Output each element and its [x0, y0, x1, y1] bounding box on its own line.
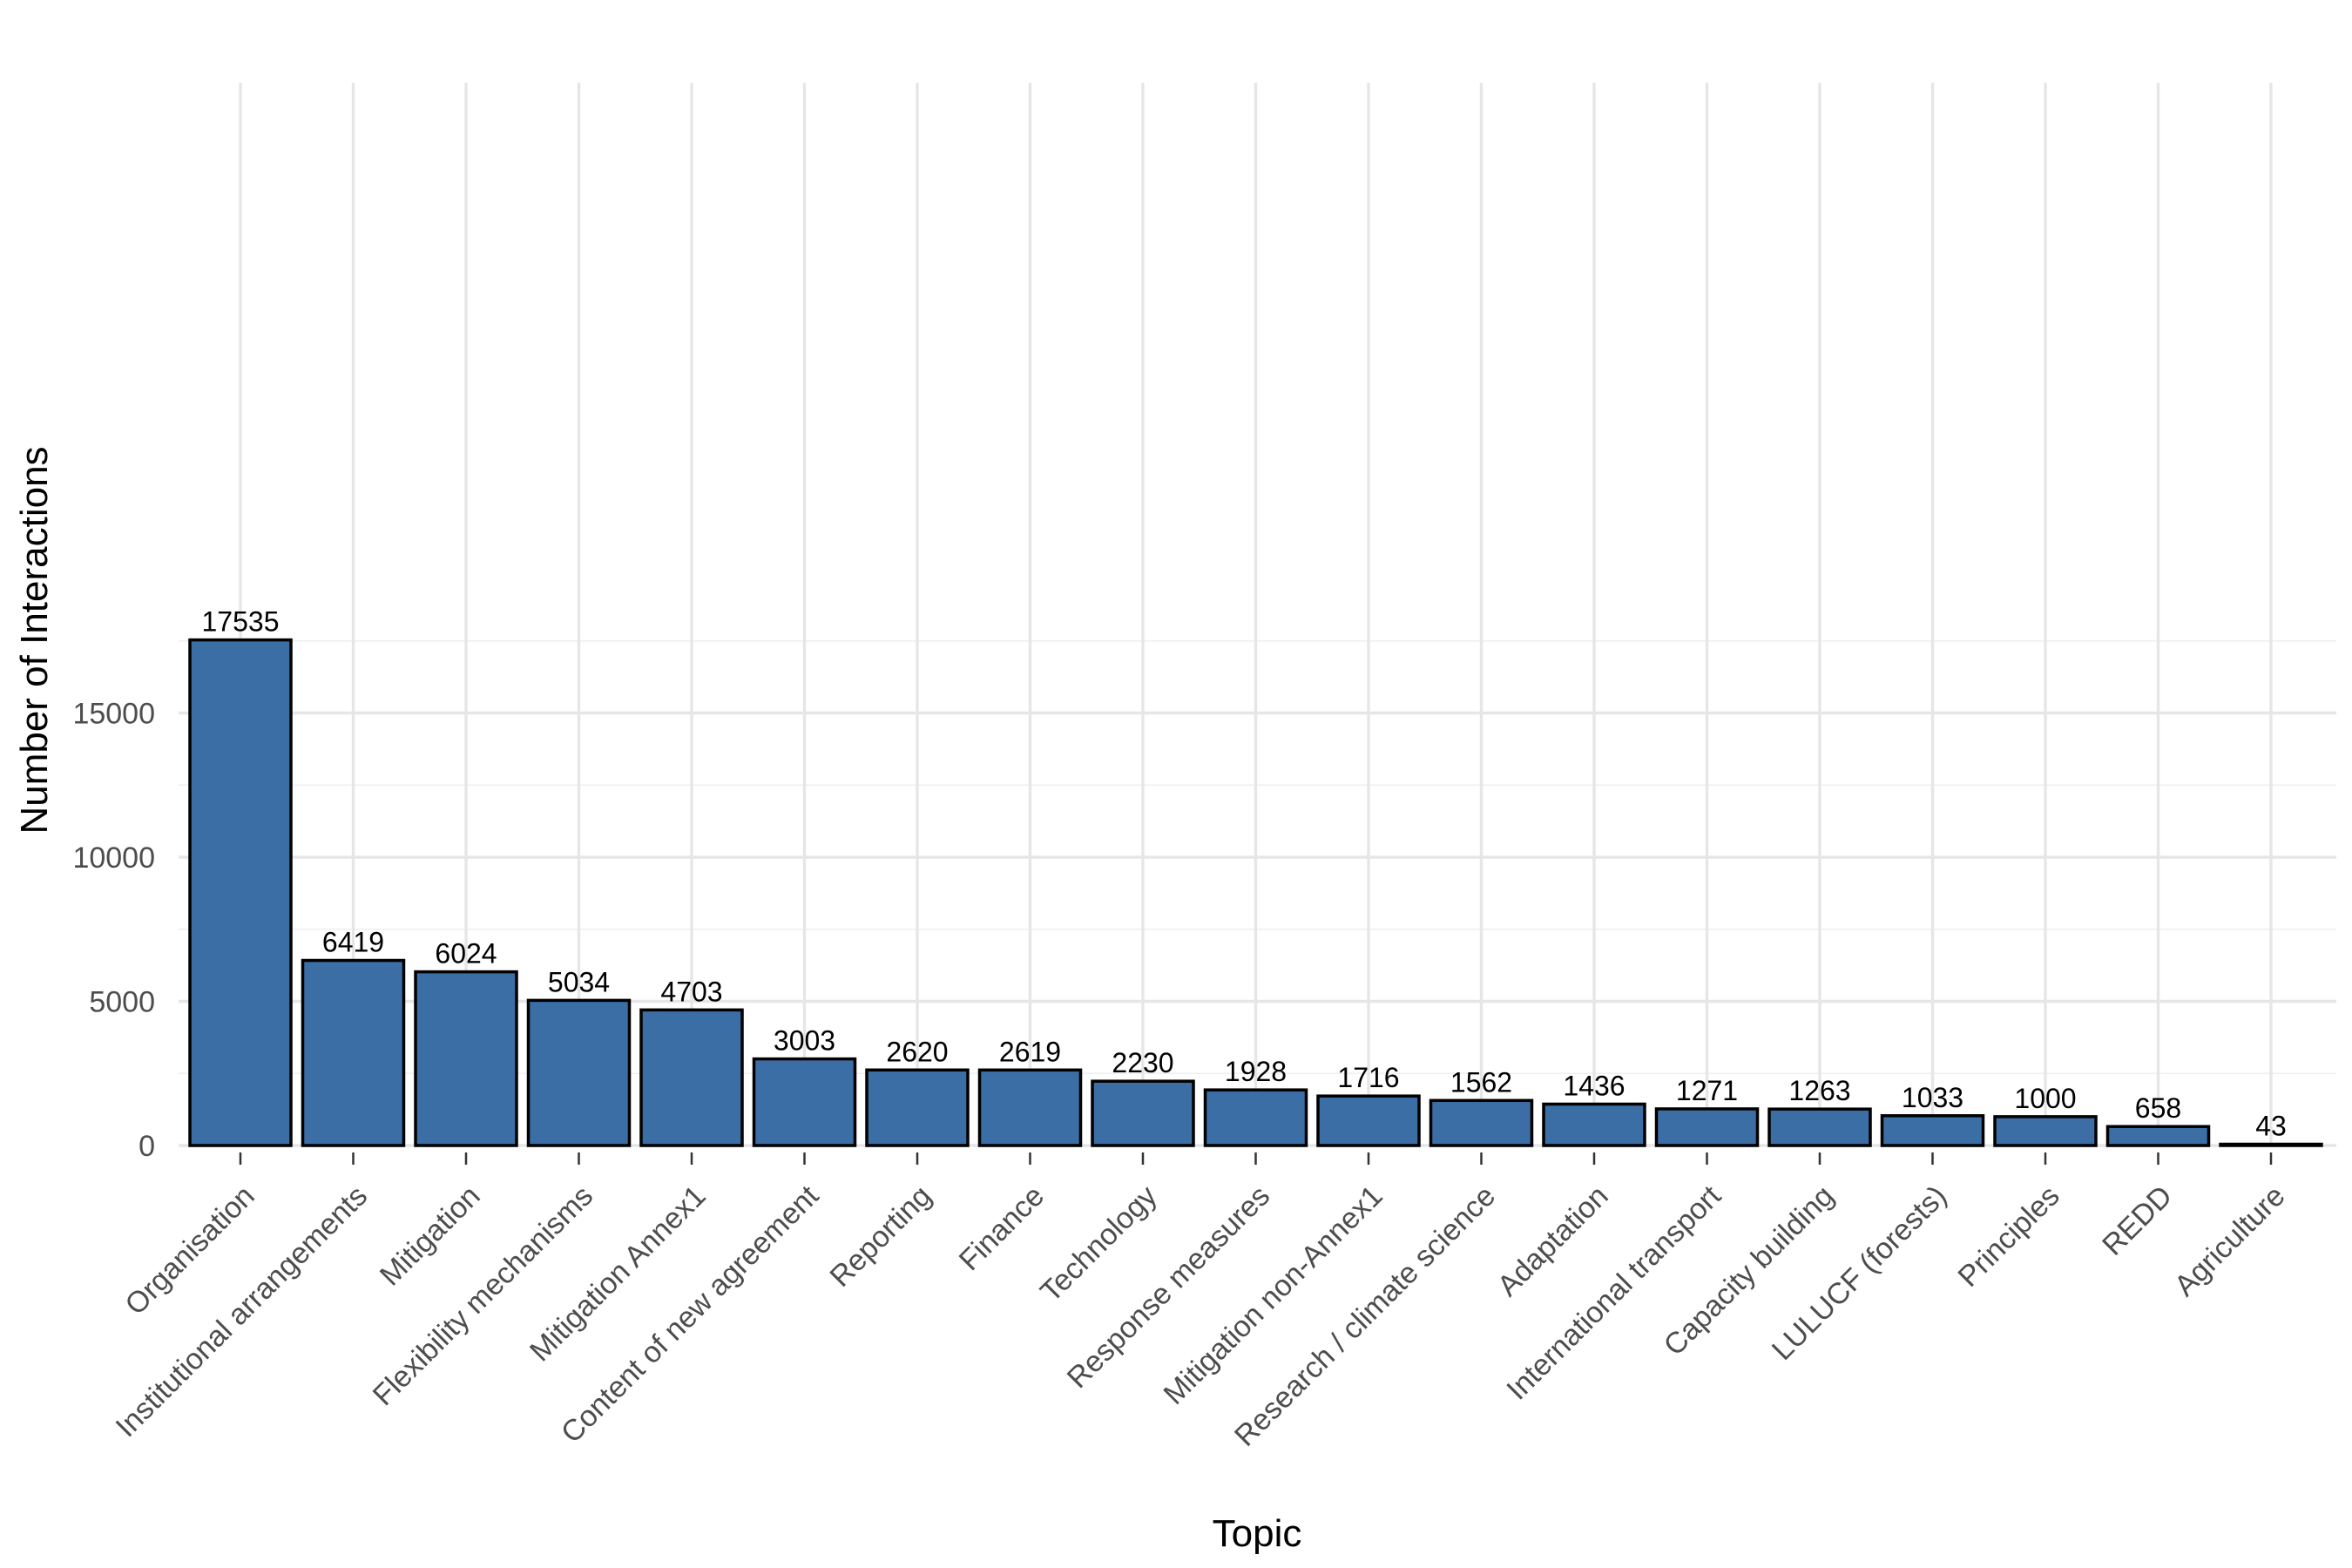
bar-value-label: 2619 — [999, 1036, 1061, 1067]
bar — [414, 970, 518, 1147]
bar — [1542, 1102, 1646, 1147]
bar — [526, 998, 632, 1147]
axis-layer: 050001000015000OrganisationInstitutional… — [72, 698, 2291, 1453]
bar — [752, 1057, 857, 1147]
bar — [1203, 1088, 1308, 1147]
bar-value-label: 2230 — [1112, 1047, 1173, 1078]
value-label-layer: 17535 6419 6024 5034 4703 3003 2620 2619 2230 192… — [202, 606, 2287, 1142]
bar-value-label: 1033 — [1902, 1082, 1963, 1113]
y-tick-label: 5000 — [89, 986, 155, 1019]
bar-value-label: 1271 — [1676, 1075, 1738, 1106]
bar — [1654, 1107, 1760, 1147]
y-tick-label: 10000 — [72, 841, 155, 875]
x-axis-title: Topic — [1213, 1512, 1302, 1555]
bar-value-label: 6024 — [435, 938, 497, 970]
x-tick-label: Flexibility mechanisms — [367, 1179, 599, 1412]
x-tick-label: Response measures — [1061, 1179, 1276, 1395]
bar — [1091, 1079, 1195, 1147]
bar — [1880, 1114, 1985, 1147]
bar — [2219, 1142, 2323, 1147]
bar-value-label: 1928 — [1225, 1056, 1287, 1087]
bar-value-label: 17535 — [202, 606, 280, 638]
bar — [2105, 1125, 2211, 1147]
bar-value-label: 4703 — [660, 976, 722, 1007]
bar — [188, 638, 293, 1147]
bar-value-label: 1436 — [1563, 1070, 1625, 1101]
bar — [977, 1068, 1083, 1147]
bar-value-label: 43 — [2255, 1111, 2287, 1142]
bar — [1429, 1098, 1534, 1147]
bar — [1767, 1107, 1872, 1147]
bar-value-label: 2620 — [886, 1036, 948, 1067]
x-tick-label: Adaptation — [1491, 1179, 1615, 1303]
bar — [301, 958, 406, 1147]
bar — [1993, 1115, 2098, 1147]
x-tick-label: Principles — [1952, 1179, 2066, 1294]
bar-value-label: 1263 — [1788, 1075, 1850, 1106]
x-tick-label: REDD — [2096, 1179, 2179, 1262]
bar-value-label: 6419 — [322, 927, 384, 958]
bar-value-label: 1716 — [1337, 1062, 1399, 1093]
bar — [865, 1068, 970, 1147]
x-tick-label: Finance — [953, 1179, 1051, 1277]
x-tick-label: International transport — [1500, 1179, 1727, 1406]
bar-layer — [188, 638, 2323, 1147]
bar — [639, 1008, 744, 1147]
y-axis-title: Number of Interactions — [13, 446, 56, 834]
bar-value-label: 1000 — [2014, 1083, 2076, 1114]
bar — [1316, 1094, 1421, 1147]
x-tick-label: Agriculture — [2168, 1179, 2292, 1303]
bar-value-label: 3003 — [774, 1025, 835, 1057]
bar-value-label: 1562 — [1450, 1066, 1512, 1098]
bar-value-label: 658 — [2135, 1092, 2181, 1124]
x-tick-label: Mitigation non-Annex1 — [1158, 1179, 1389, 1411]
x-tick-label: Reporting — [824, 1179, 938, 1294]
y-tick-label: 15000 — [72, 698, 155, 731]
x-tick-label: Mitigation — [374, 1179, 487, 1293]
y-tick-label: 0 — [139, 1130, 155, 1163]
bar-value-label: 5034 — [548, 966, 610, 997]
